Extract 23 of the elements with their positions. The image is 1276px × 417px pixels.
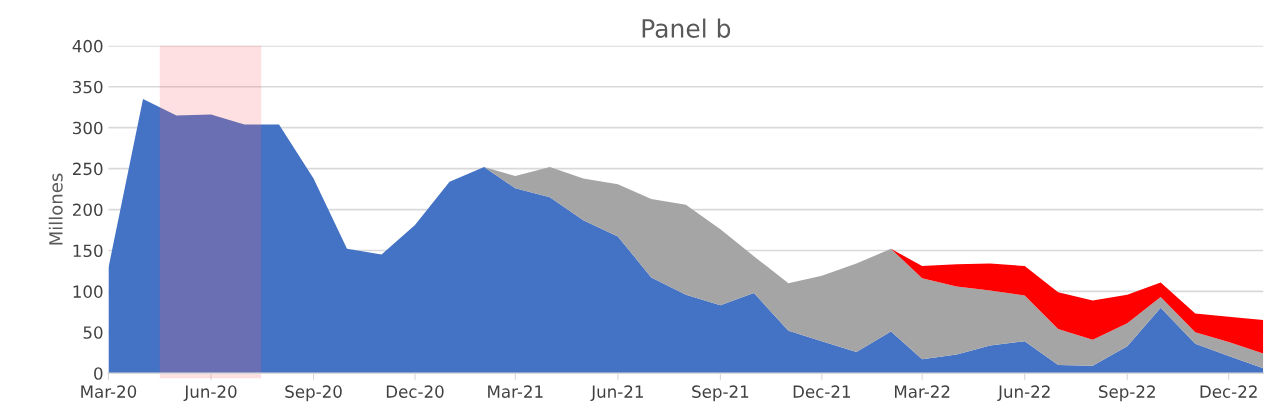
y-tick-label: 400 bbox=[72, 39, 103, 53]
y-tick-label: 50 bbox=[83, 326, 103, 339]
x-tick-label: Dec-22 bbox=[1200, 385, 1257, 398]
chart-title: Panel b bbox=[642, 18, 731, 38]
y-tick-label: 100 bbox=[73, 285, 103, 298]
y-tick-label: 200 bbox=[73, 203, 103, 217]
x-tick-label: Sep-20 bbox=[285, 385, 342, 402]
x-tick-label: Jun-21 bbox=[590, 385, 643, 402]
x-tick-label: Sep-22 bbox=[1099, 385, 1155, 402]
y-tick-label: 350 bbox=[73, 80, 103, 94]
x-tick-label: Dec-20 bbox=[386, 385, 444, 398]
x-tick-label: Sep-21 bbox=[692, 385, 749, 402]
x-tick-label: Dec-21 bbox=[793, 385, 851, 398]
x-tick-label: Mar-22 bbox=[894, 385, 950, 398]
x-tick-label: Jun-22 bbox=[997, 385, 1050, 402]
y-tick-label: 250 bbox=[73, 162, 103, 176]
y-tick-label: 150 bbox=[73, 244, 103, 258]
y-tick-label: 0 bbox=[94, 367, 103, 380]
y-tick-label: 300 bbox=[73, 121, 103, 135]
y-axis-title: Millones bbox=[48, 173, 63, 245]
x-tick-label: Mar-21 bbox=[488, 385, 543, 398]
x-tick-label: Mar-20 bbox=[81, 385, 137, 398]
x-tick-label: Jun-20 bbox=[183, 385, 237, 402]
